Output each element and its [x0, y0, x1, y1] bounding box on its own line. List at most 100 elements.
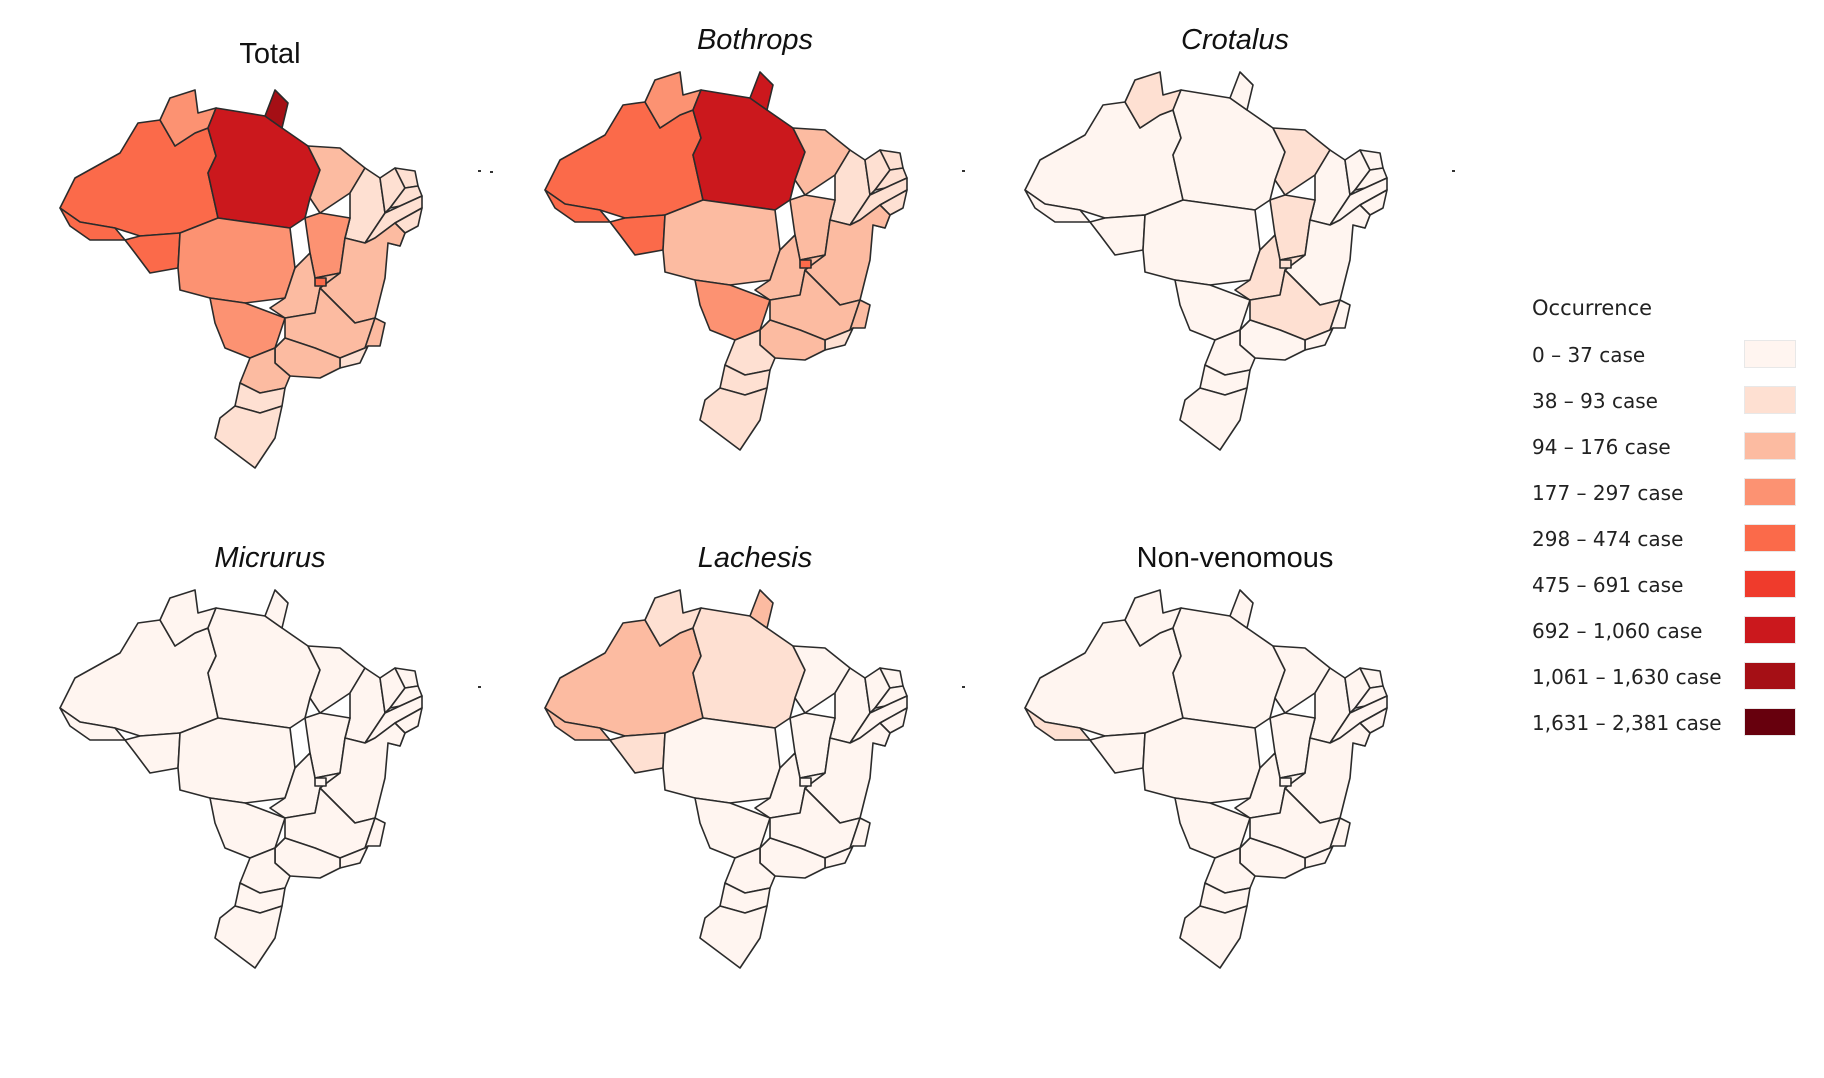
state-maranhao — [792, 127, 851, 196]
legend-label: 1,061 – 1,630 case — [1532, 665, 1722, 689]
map-title: Lachesis — [697, 542, 813, 574]
legend: Occurrence 0 – 37 case 38 – 93 case 94 –… — [1532, 296, 1812, 756]
state-rondonia — [1089, 732, 1146, 774]
legend-label: 38 – 93 case — [1532, 389, 1658, 413]
map-panel-micrurus: Micrurus — [20, 528, 520, 1028]
legend-item: 38 – 93 case — [1532, 386, 1812, 418]
state-maranhao — [1272, 645, 1331, 714]
state-mato-grosso — [177, 217, 296, 304]
state-mato-grosso — [1142, 717, 1261, 804]
legend-item: 1,631 – 2,381 case — [1532, 708, 1812, 740]
legend-item: 298 – 474 case — [1532, 524, 1812, 556]
state-rondonia — [124, 732, 181, 774]
state-goias — [754, 752, 826, 819]
state-mato-grosso — [1142, 199, 1261, 286]
state-amapa — [749, 71, 774, 111]
state-rondonia — [124, 232, 181, 274]
state-amapa — [749, 589, 774, 629]
state-espirito-santo — [849, 299, 871, 331]
state-espirito-santo — [1329, 299, 1351, 331]
legend-swatch — [1744, 616, 1796, 644]
state-goias — [1234, 234, 1306, 301]
legend-swatch — [1744, 662, 1796, 690]
legend-item: 94 – 176 case — [1532, 432, 1812, 464]
legend-item: 0 – 37 case — [1532, 340, 1812, 372]
brazil-map — [1024, 71, 1388, 451]
island-marker — [478, 170, 481, 172]
map-title: Micrurus — [214, 542, 326, 574]
island-marker — [478, 686, 481, 688]
state-para — [692, 89, 806, 211]
state-rio-grande-do-sul — [214, 405, 283, 469]
map-title: Crotalus — [1181, 24, 1289, 56]
state-rondonia — [1089, 214, 1146, 256]
map-panel-lachesis: Lachesis — [505, 528, 1005, 1028]
legend-swatch — [1744, 432, 1796, 460]
state-distrito-federal — [1279, 259, 1292, 269]
brazil-map — [1024, 589, 1388, 969]
state-para — [692, 607, 806, 729]
state-para — [207, 107, 321, 229]
state-rio-grande-do-sul — [1179, 905, 1248, 969]
brazil-map — [59, 89, 423, 469]
state-distrito-federal — [799, 259, 812, 269]
island-marker — [962, 170, 965, 172]
state-goias — [754, 234, 826, 301]
legend-item: 475 – 691 case — [1532, 570, 1812, 602]
state-rio-grande-do-sul — [214, 905, 283, 969]
state-maranhao — [1272, 127, 1331, 196]
state-mato-grosso — [662, 717, 781, 804]
state-espirito-santo — [364, 317, 386, 349]
legend-label: 94 – 176 case — [1532, 435, 1671, 459]
legend-swatch — [1744, 708, 1796, 736]
map-title: Total — [239, 38, 301, 70]
state-maranhao — [307, 145, 366, 214]
state-espirito-santo — [849, 817, 871, 849]
state-distrito-federal — [799, 777, 812, 787]
state-goias — [269, 752, 341, 819]
map-panel-non-venomous: Non-venomous — [985, 528, 1485, 1028]
legend-swatch — [1744, 570, 1796, 598]
island-marker — [962, 686, 965, 688]
state-goias — [269, 252, 341, 319]
state-distrito-federal — [314, 277, 327, 287]
brazil-map — [59, 589, 423, 969]
state-amazonas — [544, 101, 704, 219]
legend-swatch — [1744, 340, 1796, 368]
state-rio-grande-do-sul — [699, 905, 768, 969]
state-amazonas — [59, 119, 219, 237]
state-distrito-federal — [314, 777, 327, 787]
state-amapa — [1229, 71, 1254, 111]
map-title: Non-venomous — [1136, 542, 1334, 574]
state-para — [207, 607, 321, 729]
legend-item: 692 – 1,060 case — [1532, 616, 1812, 648]
legend-swatch — [1744, 478, 1796, 506]
brazil-map — [544, 71, 908, 451]
map-panel-crotalus: Crotalus — [985, 10, 1485, 510]
state-amazonas — [59, 619, 219, 737]
map-panel-bothrops: Bothrops — [505, 10, 1005, 510]
state-maranhao — [307, 645, 366, 714]
state-amazonas — [1024, 619, 1184, 737]
state-mato-grosso — [177, 717, 296, 804]
map-panel-total: Total — [20, 28, 520, 528]
legend-swatch — [1744, 386, 1796, 414]
state-rio-grande-do-sul — [1179, 387, 1248, 451]
legend-title: Occurrence — [1532, 296, 1653, 320]
legend-label: 692 – 1,060 case — [1532, 619, 1703, 643]
state-rondonia — [609, 732, 666, 774]
brazil-map — [544, 589, 908, 969]
state-para — [1172, 607, 1286, 729]
state-mato-grosso — [662, 199, 781, 286]
legend-label: 298 – 474 case — [1532, 527, 1684, 551]
map-title: Bothrops — [696, 24, 814, 56]
island-marker — [1452, 170, 1455, 172]
legend-item: 177 – 297 case — [1532, 478, 1812, 510]
legend-label: 177 – 297 case — [1532, 481, 1684, 505]
state-espirito-santo — [1329, 817, 1351, 849]
state-para — [1172, 89, 1286, 211]
legend-item: 1,061 – 1,630 case — [1532, 662, 1812, 694]
state-distrito-federal — [1279, 777, 1292, 787]
legend-swatch — [1744, 524, 1796, 552]
legend-label: 0 – 37 case — [1532, 343, 1646, 367]
